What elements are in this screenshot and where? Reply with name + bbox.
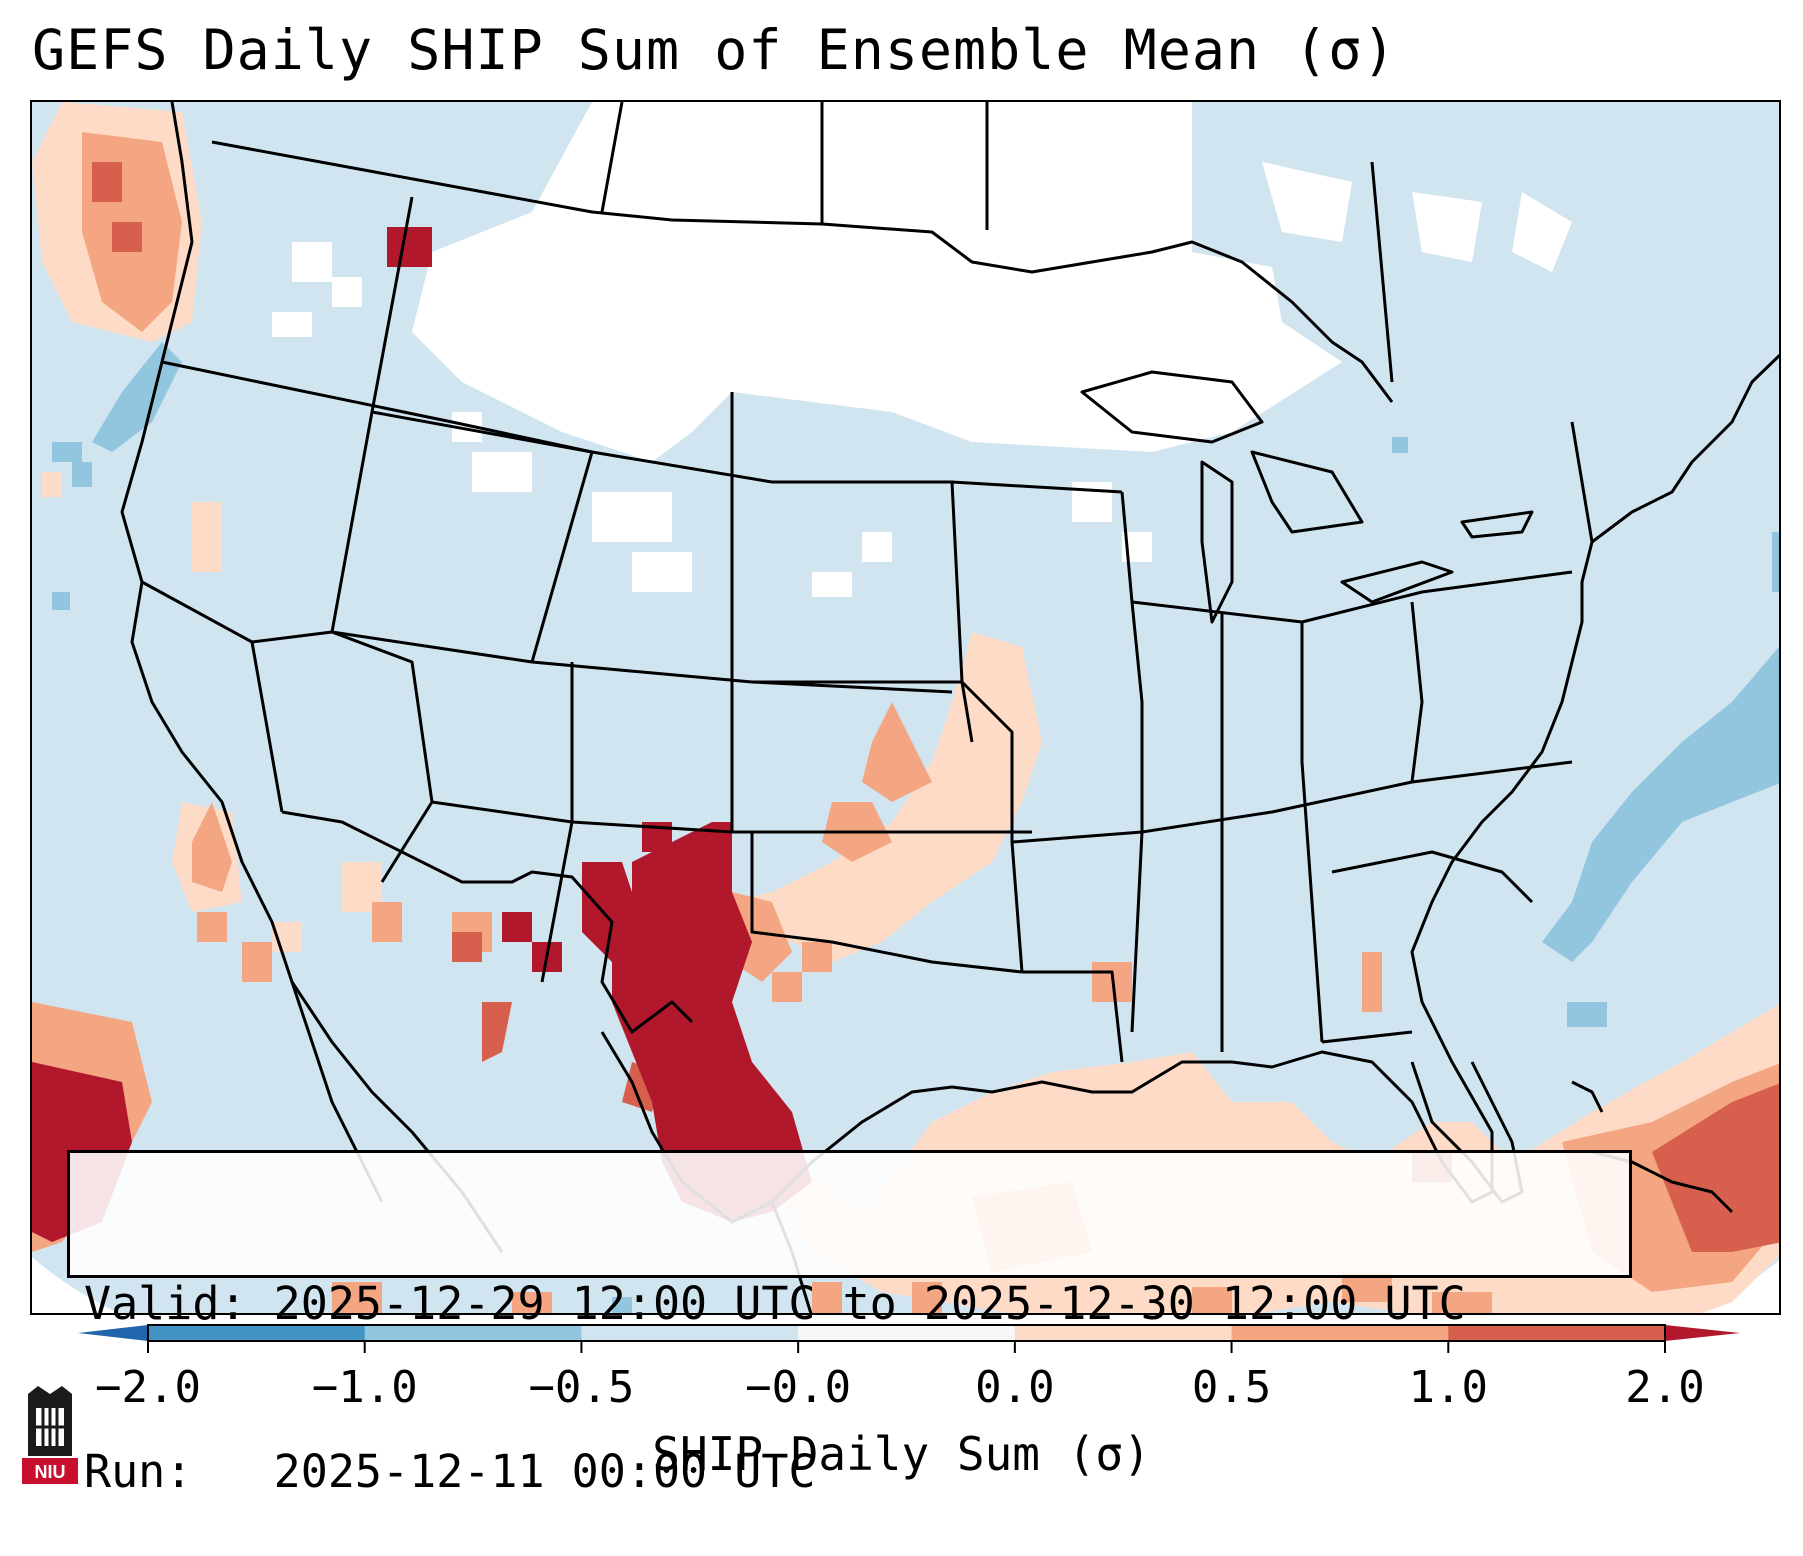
run-value: 2025-12-11 00:00 UTC [273, 1445, 816, 1498]
state-line-ga-fl [1321, 1030, 1413, 1044]
state-lines-southeast-row [1011, 760, 1573, 844]
colorbar-label: SHIP Daily Sum (σ) [652, 1427, 1151, 1481]
state-lines-id-wy [330, 411, 594, 664]
lake-ontario [1460, 510, 1534, 539]
state-line-ok-tx [750, 832, 1023, 974]
state-line-wv-va [1410, 601, 1424, 783]
logo-window-bars [36, 1408, 64, 1446]
logo-badge [22, 1458, 78, 1484]
colorbar-tick-label: −0.5 [528, 1362, 635, 1413]
state-lines-north-row [370, 196, 1123, 494]
state-line-al-ga [1300, 622, 1324, 1043]
colorbar-extend-high [1665, 1325, 1740, 1341]
province-line-4 [1370, 161, 1394, 383]
anomaly-map [32, 102, 1779, 1313]
map-panel [30, 100, 1781, 1315]
colorbar-tick-label: 0.0 [975, 1362, 1055, 1413]
state-line-or-wa [161, 360, 593, 454]
colorbar-tick-label: 1.0 [1408, 1362, 1489, 1413]
colorbar-tick-label: 0.5 [1191, 1362, 1272, 1413]
state-line-ut-az [331, 630, 434, 883]
colorbar-tick-label: −1.0 [311, 1362, 418, 1413]
lake-michigan [1200, 460, 1234, 624]
pacific-coast [120, 102, 504, 1253]
atlantic-gulf-coast [770, 353, 1779, 1204]
state-line-la [1022, 970, 1124, 1063]
niu-logo: NIU [22, 1386, 78, 1484]
run-line: Run: 2025-12-11 00:00 UTC [84, 1444, 1615, 1500]
run-label: Run: [84, 1445, 193, 1498]
map-title: GEFS Daily SHIP Sum of Ensemble Mean (σ) [32, 18, 1397, 82]
lake-huron [1250, 450, 1364, 534]
province-line-1 [600, 102, 624, 213]
logo-text: NIU [35, 1462, 66, 1482]
state-line-ny-ne [1570, 421, 1594, 543]
valid-value: 2025-12-29 12:00 UTC to 2025-12-30 12:00… [273, 1277, 1466, 1330]
lake-superior [1080, 370, 1264, 444]
state-line-co-nm [540, 662, 574, 983]
colorbar-tick-label: −2.0 [95, 1362, 201, 1413]
us-canada-border [211, 140, 1394, 403]
colorbar-tick-label: −0.0 [745, 1362, 852, 1413]
state-line-ca-nv [250, 641, 284, 813]
colorbar-tick-label: 2.0 [1625, 1362, 1705, 1413]
state-line-il-in [1120, 491, 1144, 1033]
valid-line: Valid: 2025-12-29 12:00 UTC to 2025-12-3… [84, 1276, 1615, 1332]
valid-run-info-box: Valid: 2025-12-29 12:00 UTC to 2025-12-3… [67, 1150, 1632, 1498]
state-line-mn-ia-mo [950, 481, 1024, 973]
us-mexico-border [281, 810, 694, 1034]
projection-edge-left [32, 1257, 119, 1313]
neutral-regions [272, 102, 1572, 597]
valid-label: Valid: [84, 1277, 247, 1330]
state-line-sc [1331, 850, 1534, 904]
bahamas [1571, 1080, 1604, 1113]
lake-erie [1340, 560, 1454, 604]
projection-edge-right [1695, 1260, 1779, 1313]
